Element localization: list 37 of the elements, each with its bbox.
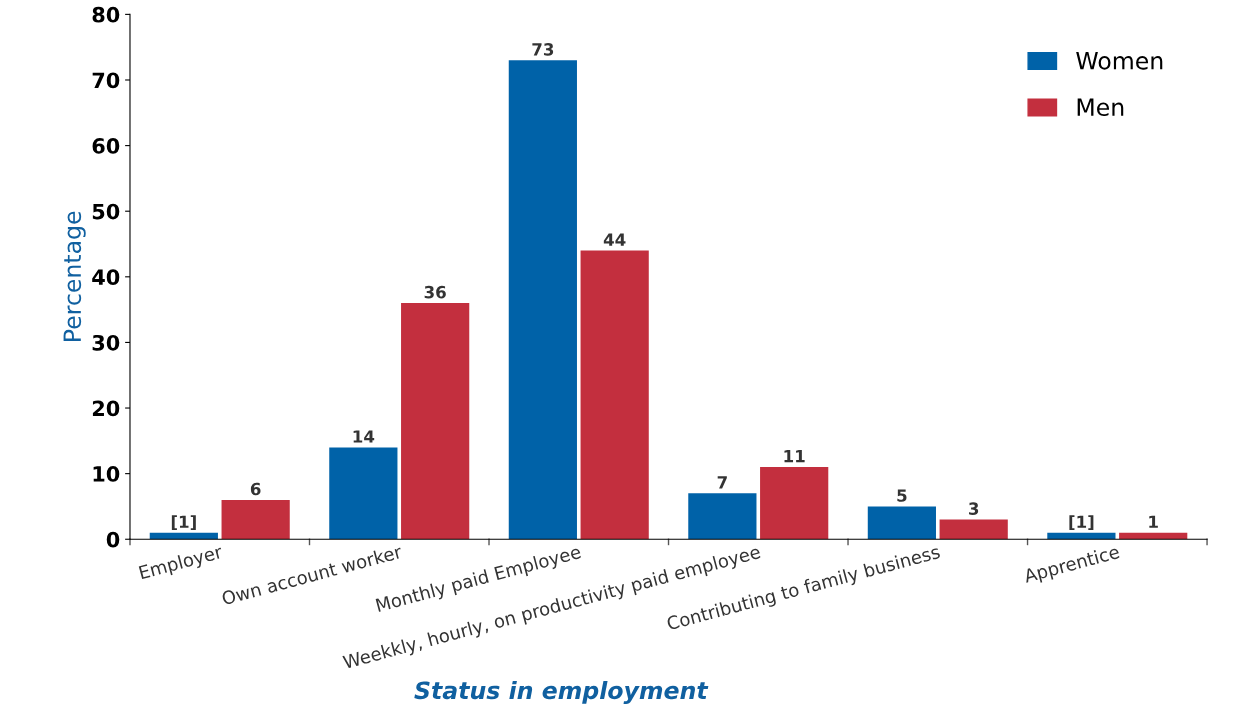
y-tick-label: 80 [92, 6, 120, 23]
bar [1119, 532, 1188, 540]
data-label: [1] [1069, 515, 1094, 531]
data-label: 44 [603, 233, 626, 246]
x-axis-title: Status in employment [414, 680, 709, 704]
data-label: 5 [897, 489, 907, 502]
data-label: 14 [353, 430, 375, 443]
y-tick-label: 20 [92, 400, 120, 417]
data-label: 1 [1149, 515, 1158, 528]
legend-label: Women [1076, 52, 1163, 70]
bar [688, 493, 757, 540]
bar [1047, 532, 1116, 540]
y-tick-label: 0 [106, 531, 120, 548]
bar [508, 60, 577, 540]
y-axis-title: Percentage [63, 211, 86, 341]
bar [760, 467, 829, 540]
data-label: 36 [424, 285, 446, 299]
y-tick-label: 60 [92, 138, 120, 154]
y-tick-label: 70 [92, 72, 120, 89]
bar [401, 303, 470, 540]
data-label: [1] [171, 515, 196, 531]
legend-label: Men [1077, 98, 1124, 117]
data-label: 11 [784, 450, 805, 463]
y-tick-label: 50 [92, 203, 120, 220]
bar [867, 506, 936, 540]
y-tick-label: 40 [92, 269, 120, 286]
y-tick-label: 30 [92, 334, 120, 351]
bar [221, 499, 290, 540]
bar [149, 532, 218, 540]
data-label: 6 [250, 482, 261, 496]
bar [939, 519, 1008, 540]
y-tick-label: 10 [93, 466, 120, 482]
data-label: 7 [717, 476, 727, 489]
data-label: 3 [969, 502, 979, 515]
bar [329, 447, 398, 540]
bar [580, 250, 649, 540]
data-label: 73 [532, 43, 554, 56]
